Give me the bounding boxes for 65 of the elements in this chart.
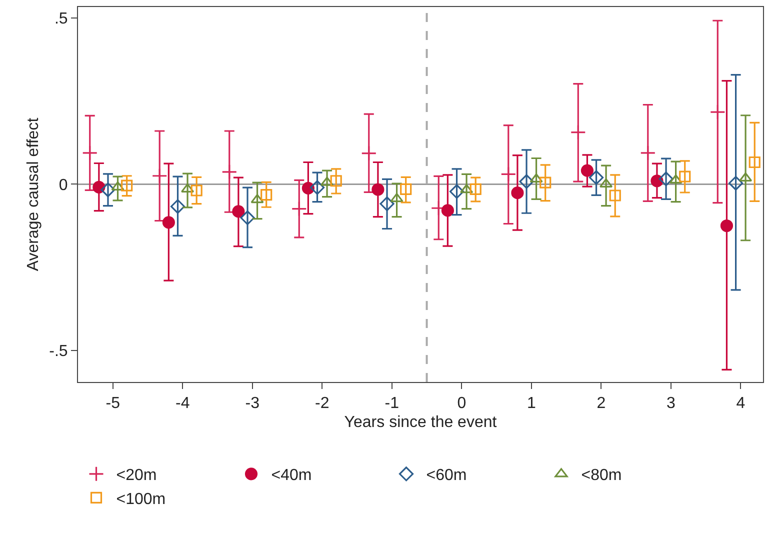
x-tick-label: -3 — [245, 395, 260, 412]
point — [310, 180, 325, 195]
point — [720, 219, 734, 232]
point — [291, 201, 307, 217]
x-tick-label: 4 — [736, 395, 746, 412]
point — [470, 183, 482, 195]
point — [650, 174, 664, 188]
x-tick-label: -2 — [315, 395, 330, 412]
point — [330, 175, 342, 187]
point — [361, 145, 377, 162]
point — [111, 181, 124, 190]
point — [92, 180, 106, 194]
point — [121, 180, 133, 192]
point — [500, 166, 516, 182]
x-axis-title: Years since the event — [344, 414, 498, 431]
point — [372, 183, 384, 196]
point — [669, 174, 682, 184]
x-tick-label: 2 — [596, 395, 606, 412]
y-tick-label: -.5 — [49, 343, 68, 360]
point — [570, 124, 586, 140]
x-tick-label: 0 — [457, 395, 466, 412]
legend-label: <60m — [426, 467, 467, 484]
x-tick-label: -4 — [176, 395, 190, 412]
point — [441, 204, 454, 217]
y-axis-title: Average causal effect — [25, 117, 42, 272]
point — [519, 174, 534, 189]
point — [302, 182, 314, 194]
point — [222, 164, 238, 180]
point — [580, 164, 594, 177]
point — [190, 184, 202, 196]
point — [152, 168, 168, 184]
point — [738, 172, 752, 182]
legend-label: <20m — [116, 467, 157, 484]
point — [240, 210, 255, 226]
point — [588, 170, 604, 185]
point — [530, 173, 543, 183]
y-tick-label: 0 — [58, 176, 68, 194]
point — [380, 196, 394, 212]
point — [748, 156, 760, 168]
point — [260, 189, 272, 201]
point — [162, 216, 175, 229]
point — [390, 193, 404, 202]
point — [250, 194, 264, 204]
y-tick-label: .5 — [54, 10, 68, 28]
point — [640, 145, 656, 161]
x-tick-label: 3 — [666, 395, 676, 412]
point — [100, 182, 116, 198]
point — [679, 170, 691, 182]
point — [82, 145, 98, 161]
point — [658, 172, 674, 186]
x-tick-label: -5 — [106, 395, 120, 412]
x-tick-label: 1 — [526, 395, 536, 412]
legend-label: <100m — [116, 490, 166, 508]
point — [232, 205, 245, 218]
legend-label: <40m — [271, 467, 312, 484]
point — [511, 186, 524, 200]
point — [728, 176, 744, 190]
point — [540, 176, 552, 188]
point — [609, 190, 621, 202]
point — [449, 184, 464, 199]
x-tick-label: -1 — [384, 395, 400, 412]
point — [710, 104, 726, 120]
point — [400, 183, 412, 195]
point — [170, 199, 186, 214]
legend-label: <80m — [581, 467, 622, 484]
